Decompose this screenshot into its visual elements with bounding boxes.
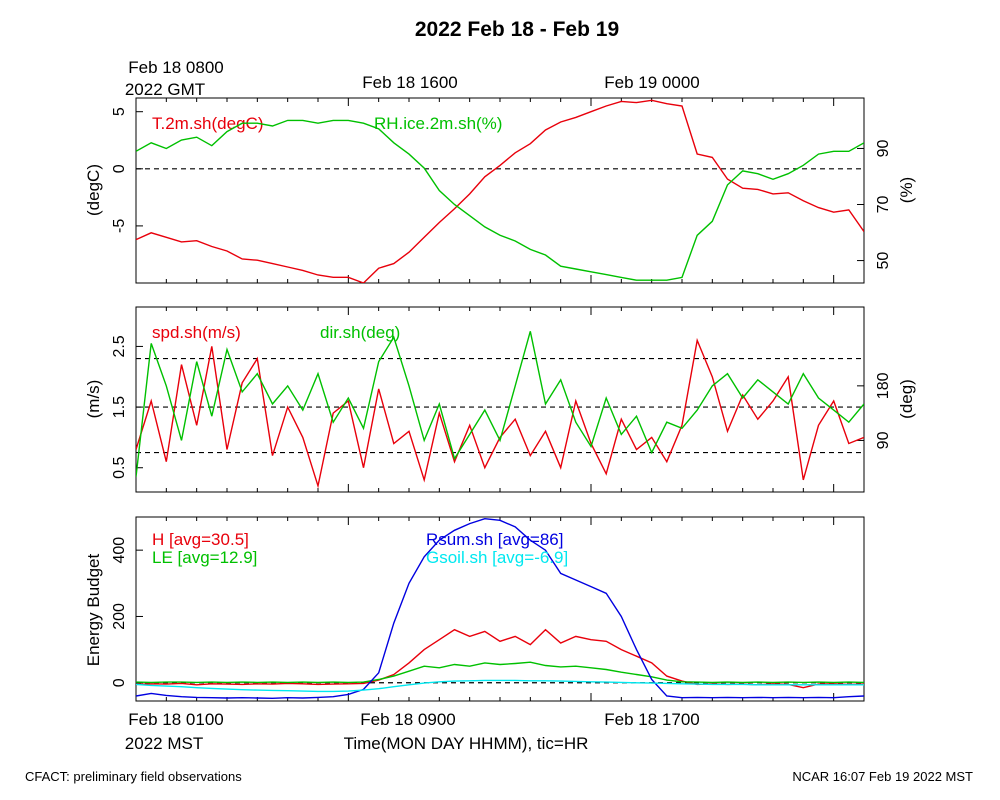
y2-tick-label: 70 [875,196,892,214]
y2-tick-label: 50 [875,252,892,270]
legend-entry-4: Gsoil.sh [avg=-6.9] [426,548,568,567]
y-axis-label: (degC) [84,164,103,216]
footer-right: NCAR 16:07 Feb 19 2022 MST [792,769,973,784]
y2-tick-label: 90 [875,431,892,449]
x-axis-label: Time(MON DAY HHMM), tic=HR [344,734,589,753]
y-tick-label: 0.5 [111,457,128,479]
y-tick-label: 5 [111,107,128,116]
legend-entry-3: Rsum.sh [avg=86] [426,530,564,549]
y-tick-label: 2.5 [111,335,128,357]
legend-entry-1: T.2m.sh(degC) [152,114,263,133]
series-line-2 [136,661,864,684]
legend-entry-2: LE [avg=12.9] [152,548,257,567]
series-line-1 [136,337,864,489]
top-time-label-2: Feb 18 1600 [362,73,457,92]
bottom-zone-label: 2022 MST [125,734,203,753]
legend-entry-2: RH.ice.2m.sh(%) [374,114,502,133]
series-line-2 [136,331,864,477]
top-zone-label: 2022 GMT [125,80,205,99]
y2-tick-label: 90 [875,139,892,157]
y-tick-label: 1.5 [111,396,128,418]
legend-entry-1: spd.sh(m/s) [152,323,241,342]
top-time-label-1: Feb 18 0800 [128,58,223,77]
series-line-4 [136,679,864,693]
chart-title: 2022 Feb 18 - Feb 19 [415,18,619,41]
top-time-label-3: Feb 19 0000 [604,73,699,92]
y-tick-label: 0 [111,678,128,687]
panel-energy-budget: 400 200 0 Energy Budget H [avg=30.5]LE [avg=… [84,516,865,702]
y-axis-label: (m/s) [84,380,103,419]
series-line-2 [136,119,864,281]
y-tick-label: 0 [111,164,128,173]
footer-left: CFACT: preliminary field observations [25,769,242,784]
y-tick-label: 200 [111,603,128,630]
y2-axis-label: (%) [897,177,916,203]
y-tick-label: 400 [111,537,128,564]
series-line-3 [136,517,864,700]
bottom-time-label-2: Feb 18 0900 [360,710,455,729]
y-axis-label: Energy Budget [84,553,103,666]
y2-tick-label: 180 [875,372,892,399]
legend-entry-2: dir.sh(deg) [320,323,400,342]
y-tick-label: -5 [111,219,128,233]
series-line-1 [136,99,864,283]
legend-entry-1: H [avg=30.5] [152,530,249,549]
bottom-time-label-1: Feb 18 0100 [128,710,223,729]
panel-wind: 2.5 1.5 0.5 180 90 (m/s) (deg) spd.sh(m/s) dir.s… [84,306,916,493]
bottom-time-label-3: Feb 18 1700 [604,710,699,729]
y2-axis-label: (deg) [897,379,916,419]
